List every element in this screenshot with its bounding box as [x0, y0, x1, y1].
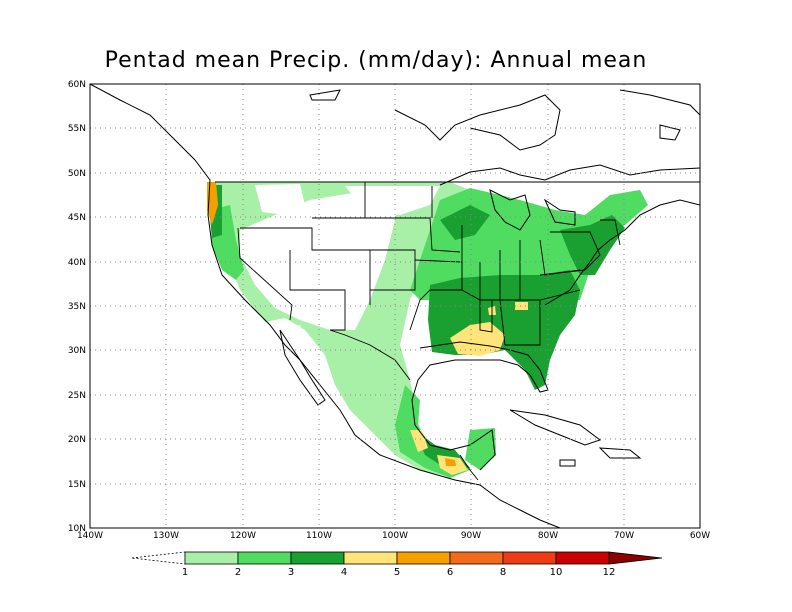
colorbar-level-label: 10 [550, 567, 563, 578]
colorbar-level-label: 3 [288, 567, 294, 578]
colorbar-arrow-high [608, 551, 663, 565]
colorbar-level-label: 6 [447, 567, 453, 578]
colorbar-level-label: 2 [235, 567, 241, 578]
lon-label: 120W [230, 531, 256, 541]
colorbar-swatch [449, 551, 504, 565]
colorbar-swatch [184, 551, 239, 565]
lat-axis: 10N 15N 20N 25N 30N 35N 40N 45N 50N 55N … [68, 80, 86, 534]
state-borders [215, 181, 700, 481]
colorbar-swatch [343, 551, 398, 565]
coastlines [90, 84, 700, 528]
lat-label: 30N [68, 346, 86, 356]
lat-label: 20N [68, 435, 86, 445]
colorbar-level-label: 8 [500, 567, 506, 578]
lat-label: 50N [68, 169, 86, 179]
colorbar-legend [131, 551, 663, 565]
lon-label: 100W [382, 531, 408, 541]
colorbar-labels: 1 2 3 4 5 6 8 10 12 [182, 567, 616, 578]
map-frame [89, 83, 701, 529]
colorbar-level-label: 5 [394, 567, 400, 578]
colorbar-swatch [290, 551, 345, 565]
colorbar-arrow-low [131, 551, 186, 565]
colorbar-swatch [396, 551, 451, 565]
lat-label: 40N [68, 258, 86, 268]
lon-label: 80W [538, 531, 558, 541]
colorbar-swatch [502, 551, 557, 565]
colorbar-swatch [555, 551, 610, 565]
region-below-1mm [240, 190, 400, 330]
lon-label: 90W [461, 531, 481, 541]
lat-label: 15N [68, 480, 86, 490]
lat-label: 60N [68, 80, 86, 90]
lon-label: 140W [77, 531, 103, 541]
lat-label: 55N [68, 124, 86, 134]
region-4-5mm [450, 322, 505, 356]
colorbar-swatch [237, 551, 292, 565]
lat-label: 25N [68, 391, 86, 401]
region-3-4mm [428, 270, 580, 390]
lon-label: 70W [614, 531, 634, 541]
lat-label: 45N [68, 213, 86, 223]
colorbar-level-label: 1 [182, 567, 188, 578]
lon-label: 130W [153, 531, 179, 541]
lat-label: 35N [68, 302, 86, 312]
lon-label: 60W [690, 531, 710, 541]
graticule [90, 84, 700, 528]
lon-label: 110W [306, 531, 332, 541]
colorbar-level-label: 4 [341, 567, 347, 578]
lat-label: 10N [68, 524, 86, 534]
map-title: Pentad mean Precip. (mm/day): Annual mea… [104, 48, 648, 73]
lon-axis: 140W 130W 120W 110W 100W 90W 80W 70W 60W [77, 531, 710, 541]
colorbar-level-label: 12 [603, 567, 616, 578]
